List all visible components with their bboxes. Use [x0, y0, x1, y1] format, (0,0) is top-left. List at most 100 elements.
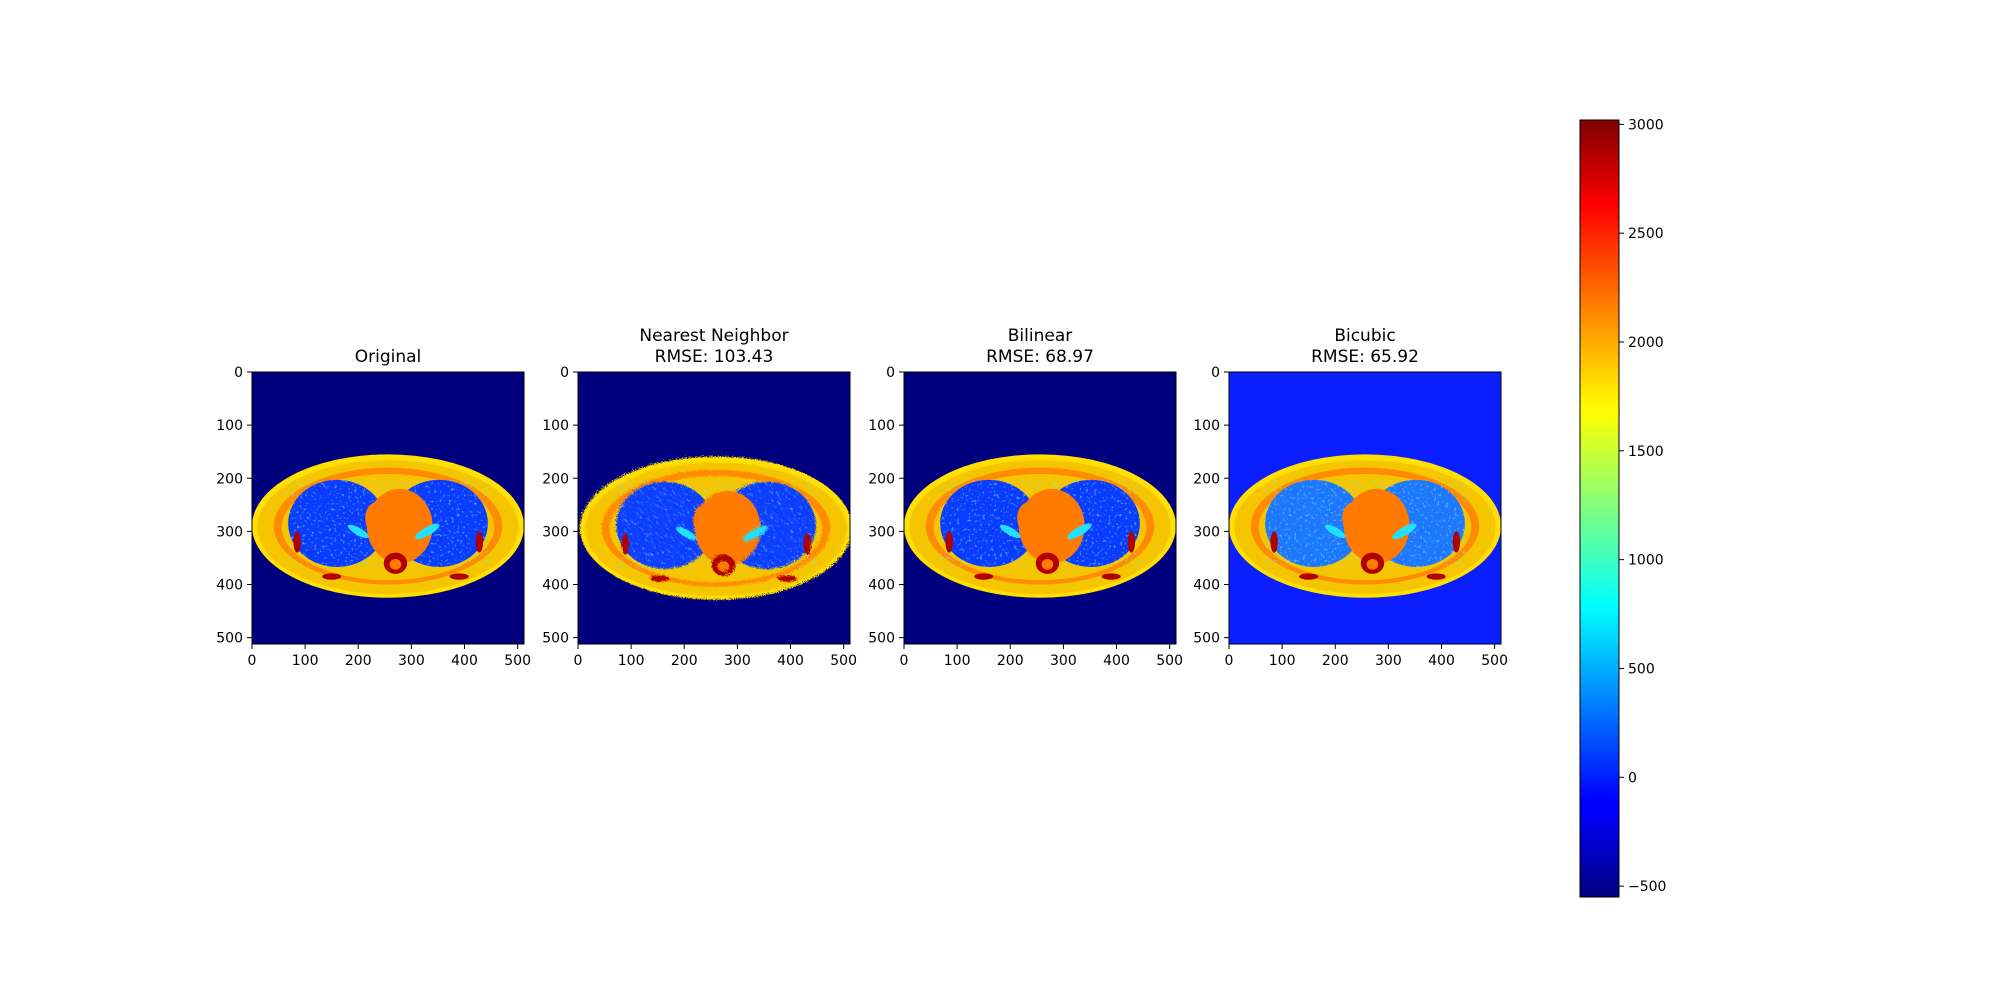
vessel-right — [1392, 523, 1417, 540]
x-tick-label: 300 — [1375, 653, 1402, 669]
ct-image — [904, 372, 1176, 644]
y-tick-label: 100 — [1193, 418, 1220, 434]
rib-lower-right — [449, 573, 469, 580]
y-tick-label: 0 — [234, 365, 243, 381]
vessel-left — [999, 524, 1021, 539]
colorbar-tick-label: −500 — [1628, 879, 1666, 895]
axes-frame — [251, 371, 525, 645]
x-tick-label: 200 — [671, 653, 698, 669]
aorta — [365, 502, 389, 535]
axes-frame — [903, 371, 1177, 645]
x-tick-label: 0 — [574, 653, 583, 669]
x-tick-label: 100 — [1269, 653, 1296, 669]
y-tick-label: 300 — [868, 524, 895, 540]
y-tick-label: 400 — [868, 578, 895, 594]
ct-image — [252, 372, 524, 644]
x-tick-label: 200 — [1322, 653, 1349, 669]
vessel-left — [347, 524, 369, 539]
y-tick-label: 400 — [1193, 578, 1220, 594]
colorbar-tick-label: 1500 — [1628, 444, 1664, 460]
colorbar-gradient — [1579, 119, 1620, 898]
panel-title: Bilinear — [1008, 326, 1072, 346]
x-tick-label: 300 — [724, 653, 751, 669]
rib-left — [1270, 531, 1278, 553]
spinal-canal — [1041, 559, 1054, 570]
y-tick-label: 200 — [1193, 471, 1220, 487]
panel-subtitle: RMSE: 103.43 — [655, 347, 774, 367]
spinal-canal — [715, 559, 728, 570]
x-tick-label: 500 — [1481, 653, 1508, 669]
x-tick-label: 200 — [997, 653, 1024, 669]
y-tick-label: 100 — [216, 418, 243, 434]
y-tick-label: 200 — [216, 471, 243, 487]
y-tick-label: 300 — [542, 524, 569, 540]
aorta — [1342, 502, 1366, 535]
x-tick-label: 500 — [830, 653, 857, 669]
rib-right — [1452, 531, 1461, 553]
y-tick-label: 400 — [542, 578, 569, 594]
x-tick-label: 400 — [777, 653, 804, 669]
panel-subtitle: RMSE: 68.97 — [986, 347, 1094, 367]
y-tick-label: 0 — [1211, 365, 1220, 381]
panel-original: Original 0 100 200 300 400 500 0 100 200 300 400 500 — [216, 347, 531, 669]
rib-lower-left — [974, 573, 994, 580]
panel-title: Nearest Neighbor — [639, 326, 788, 346]
x-tick-label: 200 — [345, 653, 372, 669]
x-tick-label: 0 — [248, 653, 257, 669]
x-tick-label: 500 — [1156, 653, 1183, 669]
y-tick-label: 100 — [868, 418, 895, 434]
ct-image — [578, 372, 850, 644]
x-tick-label: 500 — [504, 653, 531, 669]
rib-lower-right — [1426, 573, 1446, 580]
colorbar: −500 0 500 1000 1500 2000 2500 3000 — [1579, 117, 1666, 898]
vessel-left — [673, 524, 695, 539]
rib-lower-left — [322, 573, 342, 580]
ct-image — [1229, 372, 1501, 644]
x-tick-label: 100 — [944, 653, 971, 669]
rib-lower-left — [648, 573, 668, 580]
x-tick-label: 100 — [618, 653, 645, 669]
vessel-right — [415, 523, 440, 540]
rib-left — [293, 531, 301, 553]
colorbar-tick-label: 500 — [1628, 661, 1655, 677]
y-tick-label: 300 — [216, 524, 243, 540]
x-tick-label: 0 — [1225, 653, 1234, 669]
rib-lower-right — [775, 573, 795, 580]
colorbar-tick-label: 1000 — [1628, 553, 1664, 569]
y-tick-label: 0 — [886, 365, 895, 381]
spinal-canal — [1366, 559, 1379, 570]
x-tick-label: 0 — [900, 653, 909, 669]
rib-lower-right — [1101, 573, 1121, 580]
panel-title: Bicubic — [1334, 326, 1395, 346]
colorbar-tick-label: 2500 — [1628, 226, 1664, 242]
x-tick-label: 400 — [451, 653, 478, 669]
vessel-right — [741, 523, 766, 540]
panel-title: Original — [355, 347, 422, 367]
spinal-canal — [389, 559, 402, 570]
colorbar-tick-label: 3000 — [1628, 117, 1664, 133]
y-tick-label: 0 — [560, 365, 569, 381]
rib-left — [945, 531, 953, 553]
y-tick-label: 500 — [868, 631, 895, 647]
x-tick-label: 100 — [292, 653, 319, 669]
y-tick-label: 500 — [542, 631, 569, 647]
y-tick-label: 500 — [1193, 631, 1220, 647]
colorbar-tick-label: 0 — [1628, 770, 1637, 786]
vessel-right — [1067, 523, 1092, 540]
rib-right — [801, 531, 810, 553]
panel-subtitle: RMSE: 65.92 — [1311, 347, 1419, 367]
rib-right — [1127, 531, 1136, 553]
rib-lower-left — [1299, 573, 1319, 580]
x-tick-label: 300 — [398, 653, 425, 669]
rib-right — [475, 531, 484, 553]
y-tick-label: 200 — [868, 471, 895, 487]
axes-frame — [1228, 371, 1502, 645]
x-tick-label: 400 — [1428, 653, 1455, 669]
y-tick-label: 400 — [216, 578, 243, 594]
x-tick-label: 400 — [1103, 653, 1130, 669]
aorta — [1017, 502, 1041, 535]
